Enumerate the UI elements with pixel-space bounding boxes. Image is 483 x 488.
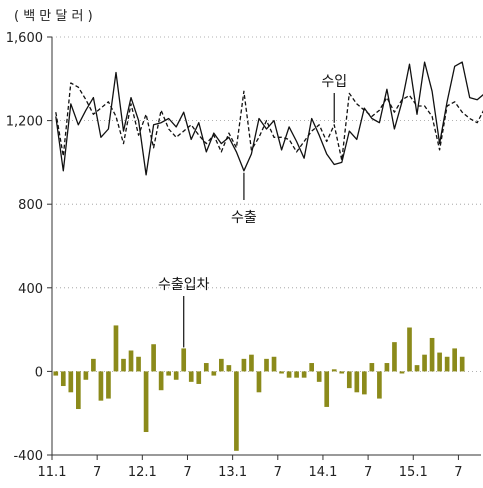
balance-bar-10: [128, 350, 134, 372]
unit-label: ( 백 만 달 러 ): [14, 9, 93, 24]
balance-bar-40: [354, 371, 360, 393]
balance-bar-45: [392, 342, 397, 372]
balance-bar-22: [219, 358, 224, 372]
export-annotation: 수출: [231, 210, 257, 226]
balance-bar-48: [414, 365, 420, 372]
balance-bar-14: [158, 371, 164, 391]
x-tick-label-0: 11.1: [38, 465, 67, 480]
balance-bar-18: [188, 371, 194, 382]
balance-bar-27: [256, 371, 262, 393]
x-tick-label-1: 7: [93, 465, 101, 480]
balance-bar-52: [444, 356, 450, 372]
balance-bar-54: [459, 356, 465, 372]
balance-bar-43: [377, 371, 382, 399]
balance-bar-36: [324, 371, 330, 407]
balance-bar-21: [211, 371, 217, 376]
balance-bar-7: [106, 371, 111, 399]
balance-bar-33: [301, 371, 307, 378]
balance-bar-29: [271, 356, 277, 372]
balance-bar-0: [53, 371, 59, 376]
y-tick-label-1: 0: [35, 365, 43, 380]
balance-bar-20: [203, 363, 209, 372]
balance-bar-28: [264, 358, 269, 372]
balance-bar-11: [136, 356, 141, 372]
balance-bar-9: [121, 358, 126, 372]
balance-bar-34: [309, 363, 314, 372]
balance-bar-2: [68, 371, 74, 393]
balance-bar-49: [422, 354, 427, 372]
x-tick-label-7: 7: [364, 465, 372, 480]
balance-bar-16: [173, 371, 179, 380]
import-annotation: 수입: [321, 74, 347, 90]
balance-bar-12: [143, 371, 149, 433]
balance-bar-5: [91, 358, 96, 372]
x-tick-label-5: 7: [274, 465, 282, 480]
balance-bar-17: [181, 348, 187, 372]
x-tick-label-9: 7: [454, 465, 462, 480]
balance-bar-31: [286, 371, 292, 378]
balance-bar-8: [113, 325, 119, 372]
balance-bar-32: [294, 371, 299, 378]
balance-bar-1: [60, 371, 66, 387]
balance-bar-15: [166, 371, 171, 376]
x-tick-label-8: 15.1: [399, 465, 428, 480]
export-series-line: [55, 61, 483, 176]
balance-bar-25: [241, 358, 247, 372]
balance-bar-41: [362, 371, 367, 395]
x-tick-label-2: 12.1: [128, 465, 157, 480]
balance-bar-38: [339, 371, 345, 374]
y-tick-label-0: -400: [13, 449, 43, 464]
balance-bar-42: [369, 363, 375, 372]
y-tick-label-2: 400: [18, 282, 43, 297]
balance-bar-30: [279, 371, 284, 374]
balance-bar-46: [399, 371, 405, 374]
import-series-line: [55, 82, 483, 161]
balance-bar-13: [151, 344, 156, 372]
balance-bar-4: [83, 371, 89, 380]
balance-bar-51: [437, 352, 442, 372]
balance-bar-19: [196, 371, 202, 384]
balance-bar-26: [249, 354, 254, 372]
y-tick-label-5: 1,600: [6, 31, 43, 46]
balance-bar-3: [76, 371, 81, 410]
balance-bar-37: [331, 369, 337, 372]
balance-bar-6: [98, 371, 104, 401]
balance-bar-39: [346, 371, 352, 389]
balance-bar-24: [234, 371, 239, 451]
balance-bar-53: [452, 348, 457, 372]
balance-bar-23: [226, 365, 232, 372]
y-tick-label-4: 1,200: [6, 115, 43, 130]
x-tick-label-3: 7: [183, 465, 191, 480]
balance-bar-44: [384, 363, 390, 372]
x-tick-label-6: 14.1: [308, 465, 337, 480]
balance-bar-35: [316, 371, 322, 382]
x-tick-label-4: 13.1: [218, 465, 247, 480]
balance-annotation: 수출입차: [158, 277, 210, 293]
y-tick-label-3: 800: [18, 198, 43, 213]
balance-bar-47: [407, 327, 412, 372]
balance-bar-50: [429, 337, 435, 372]
